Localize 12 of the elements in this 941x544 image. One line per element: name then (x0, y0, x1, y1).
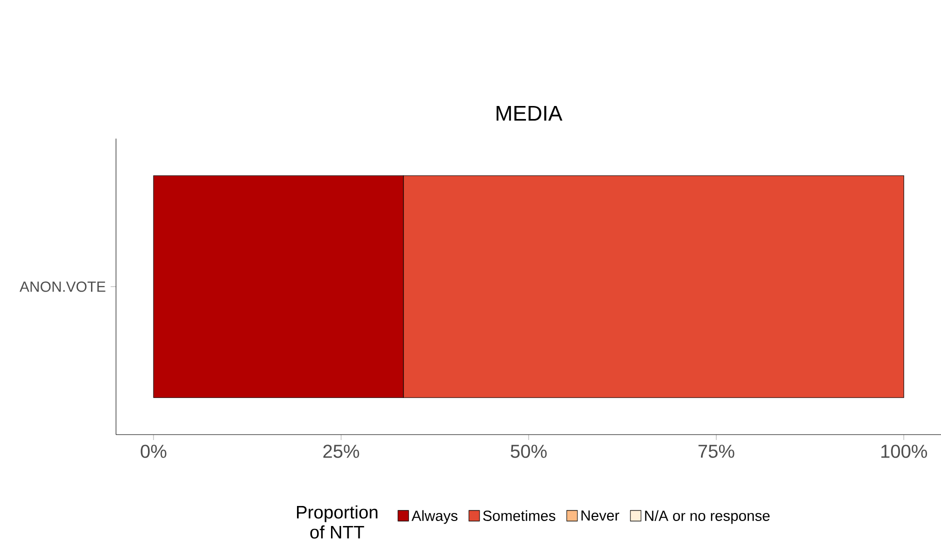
legend-label: Sometimes (483, 510, 556, 521)
y-tick-label: ANON.VOTE (20, 281, 106, 292)
legend-label: Always (412, 510, 458, 524)
legend-label: Never (582, 510, 620, 521)
legend-label: N/A or no response (645, 510, 770, 524)
x-tick-label: 25% (323, 444, 360, 458)
chart-title: MEDIA (496, 106, 562, 121)
x-tick-label: 50% (510, 444, 547, 458)
x-tick-label: 0% (140, 444, 166, 458)
x-tick-label: 100% (881, 444, 928, 458)
x-tick-label: 75% (698, 444, 734, 458)
legend-title: Proportion of NTT (297, 505, 378, 539)
